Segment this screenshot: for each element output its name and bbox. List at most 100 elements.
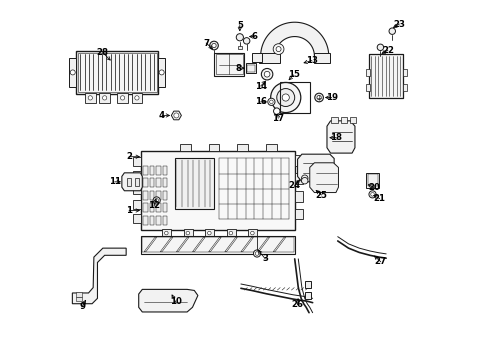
Text: 5: 5 xyxy=(236,21,242,30)
Polygon shape xyxy=(297,154,333,182)
Polygon shape xyxy=(241,237,253,252)
Text: 22: 22 xyxy=(381,46,393,55)
Text: 11: 11 xyxy=(108,177,121,186)
Circle shape xyxy=(316,95,321,100)
Bar xyxy=(402,69,406,76)
Bar xyxy=(366,173,378,188)
Bar xyxy=(156,178,161,187)
Text: 9: 9 xyxy=(79,302,85,311)
Bar xyxy=(76,51,158,94)
Circle shape xyxy=(276,89,294,107)
Circle shape xyxy=(174,113,179,118)
Circle shape xyxy=(88,96,92,100)
Bar xyxy=(402,84,406,91)
Bar xyxy=(143,203,148,212)
Bar xyxy=(368,54,403,98)
Polygon shape xyxy=(160,237,172,252)
Bar xyxy=(131,93,142,103)
Polygon shape xyxy=(224,237,237,252)
Text: 26: 26 xyxy=(291,300,303,309)
Bar xyxy=(294,209,302,220)
Bar xyxy=(143,191,148,200)
Bar xyxy=(208,144,219,151)
Bar xyxy=(279,82,309,113)
Circle shape xyxy=(135,96,139,100)
Bar xyxy=(313,53,329,63)
Text: 20: 20 xyxy=(367,183,380,192)
Bar xyxy=(258,53,280,63)
Circle shape xyxy=(159,70,164,75)
Bar xyxy=(162,229,171,237)
Bar xyxy=(143,178,148,187)
Bar xyxy=(149,166,154,175)
Bar xyxy=(163,178,167,187)
Bar xyxy=(245,63,255,73)
Text: 13: 13 xyxy=(305,56,317,65)
Circle shape xyxy=(301,177,307,184)
Text: 8: 8 xyxy=(235,64,241,73)
Text: 24: 24 xyxy=(288,181,300,190)
Bar xyxy=(330,117,337,123)
Text: 6: 6 xyxy=(251,32,257,41)
Text: 2: 2 xyxy=(126,152,132,161)
Bar xyxy=(214,53,244,76)
Text: 17: 17 xyxy=(272,114,284,123)
Bar xyxy=(143,216,148,225)
Bar xyxy=(247,229,257,237)
Text: 23: 23 xyxy=(393,19,405,28)
Bar xyxy=(156,216,161,225)
Bar xyxy=(294,155,302,166)
Circle shape xyxy=(264,71,269,77)
Text: 7: 7 xyxy=(203,39,209,48)
Circle shape xyxy=(155,199,158,202)
Bar xyxy=(304,281,310,288)
Bar xyxy=(265,144,276,151)
Circle shape xyxy=(209,41,218,50)
Bar xyxy=(174,158,214,209)
Circle shape xyxy=(368,191,375,198)
Bar xyxy=(76,297,82,301)
Circle shape xyxy=(314,93,323,102)
Bar xyxy=(215,54,242,74)
Bar xyxy=(294,173,302,184)
Circle shape xyxy=(228,231,232,235)
Text: 18: 18 xyxy=(329,133,341,142)
Bar xyxy=(204,229,214,237)
Text: 15: 15 xyxy=(287,71,299,80)
Text: 16: 16 xyxy=(254,97,266,106)
Bar xyxy=(132,214,140,223)
Bar xyxy=(180,144,190,151)
Text: 12: 12 xyxy=(148,201,160,210)
Bar xyxy=(237,144,247,151)
Bar xyxy=(163,216,167,225)
Polygon shape xyxy=(257,237,269,252)
Bar xyxy=(76,292,82,297)
Bar xyxy=(367,174,377,186)
Text: 28: 28 xyxy=(97,48,109,57)
Bar xyxy=(132,171,140,180)
Polygon shape xyxy=(139,289,198,312)
Circle shape xyxy=(270,82,300,113)
Circle shape xyxy=(261,68,272,80)
Circle shape xyxy=(164,231,168,235)
Circle shape xyxy=(253,250,260,257)
Text: 1: 1 xyxy=(126,206,132,215)
Bar xyxy=(237,46,242,49)
Bar xyxy=(149,216,154,225)
Text: 19: 19 xyxy=(325,93,337,102)
Polygon shape xyxy=(192,237,204,252)
Bar xyxy=(246,64,254,72)
Circle shape xyxy=(185,231,189,235)
Bar xyxy=(304,292,310,299)
Bar xyxy=(226,229,235,237)
Circle shape xyxy=(70,70,75,75)
Polygon shape xyxy=(171,111,181,120)
Polygon shape xyxy=(176,237,188,252)
Bar xyxy=(132,157,140,166)
Text: 14: 14 xyxy=(254,82,266,91)
Circle shape xyxy=(388,28,395,35)
Bar xyxy=(143,166,148,175)
Text: 21: 21 xyxy=(373,194,385,203)
Circle shape xyxy=(276,46,281,51)
Bar xyxy=(69,58,76,87)
